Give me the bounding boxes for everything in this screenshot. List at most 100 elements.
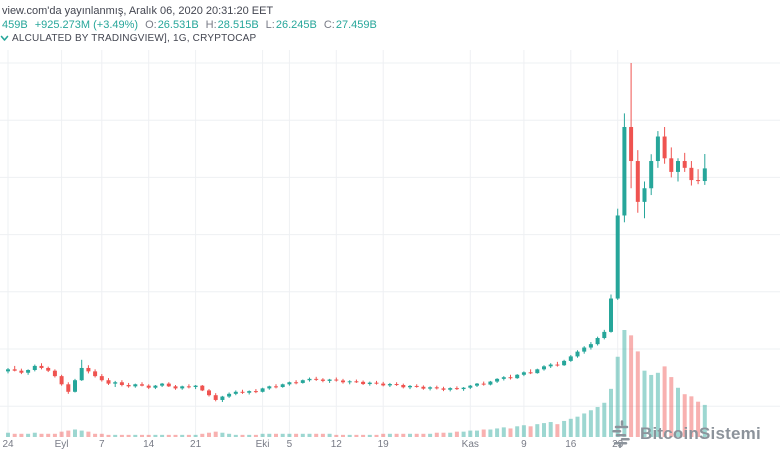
legend-change: +925.273M (+3.49%) <box>34 19 139 31</box>
candle-body <box>421 386 426 389</box>
volume-bar <box>267 433 272 437</box>
volume-bar <box>113 434 118 437</box>
volume-bar <box>320 433 325 437</box>
volume-bar <box>314 433 319 437</box>
volume-bar <box>133 434 138 437</box>
candle-body <box>655 136 660 162</box>
volume-bar <box>52 433 57 437</box>
volume-bar <box>649 374 654 437</box>
volume-bar <box>414 433 419 437</box>
volume-bar <box>702 404 707 437</box>
candle-body <box>609 298 613 332</box>
volume-bar <box>361 434 366 437</box>
volume-bar <box>609 388 613 437</box>
candle-body <box>622 126 627 216</box>
volume-bar <box>274 433 278 437</box>
candle-body <box>274 386 278 388</box>
candle-body <box>615 215 620 299</box>
legend-low: L: 26.245B <box>265 19 317 31</box>
volume-bar <box>140 434 144 437</box>
volume-bar <box>401 433 406 437</box>
candle-body <box>26 370 31 373</box>
volume-bar <box>488 429 493 437</box>
candle-body <box>568 356 573 361</box>
bitcoinsistemi-logo-icon <box>612 420 630 448</box>
chevron-down-icon[interactable] <box>0 34 9 43</box>
volume-bar <box>367 434 372 437</box>
volume-bar <box>682 394 687 437</box>
volume-bar <box>354 434 359 437</box>
candle-body <box>689 167 694 181</box>
candle-body <box>86 367 91 372</box>
x-axis-label: 19 <box>378 439 390 450</box>
volume-bar <box>441 432 446 437</box>
volume-bar <box>294 433 299 437</box>
volume-bar <box>341 434 345 437</box>
volume-bar <box>515 426 520 437</box>
volume-bar <box>662 366 667 437</box>
candle-body <box>113 382 118 384</box>
volume-bar <box>220 432 225 437</box>
volume-bar <box>568 418 573 437</box>
x-axis-label: Eki <box>256 439 270 450</box>
legend-high: H: 28.515B <box>205 19 259 31</box>
volume-bar <box>521 425 526 437</box>
volume-bar <box>495 428 500 437</box>
candle-body <box>233 391 238 394</box>
volume-bar <box>588 410 593 437</box>
volume-bar <box>669 377 674 437</box>
x-axis-label: 5 <box>287 439 293 450</box>
candle-body <box>12 369 17 371</box>
volume-bar <box>481 429 486 437</box>
volume-bar <box>247 434 252 437</box>
candle-body <box>186 386 191 388</box>
x-axis-label: 23 <box>612 439 624 450</box>
volume-bar <box>575 416 580 437</box>
candle-body <box>52 370 57 377</box>
volume-bar <box>106 434 111 437</box>
candle-body <box>341 380 345 383</box>
volume-bar <box>615 356 620 437</box>
candle-body <box>381 383 386 386</box>
volume-bar <box>93 433 98 437</box>
candle-body <box>166 383 171 387</box>
x-axis-label: 24 <box>2 439 14 450</box>
candle-body <box>495 378 500 382</box>
volume-bar <box>374 434 379 437</box>
volume-bar <box>508 428 513 437</box>
candle-body <box>501 377 506 379</box>
volume-bar <box>555 424 560 437</box>
volume-bar <box>126 434 131 437</box>
volume-bar <box>548 422 553 437</box>
candle-body <box>428 387 433 389</box>
volume-bar <box>66 430 71 437</box>
watermark-text: BitcoinSistemi <box>640 424 761 443</box>
watermark: BitcoinSistemi <box>608 420 761 448</box>
volume-bar <box>629 335 634 437</box>
volume-bar <box>454 431 459 437</box>
candle-body <box>247 391 252 393</box>
x-axis-label: 16 <box>565 439 577 450</box>
candle-body <box>642 188 647 202</box>
volume-bar <box>334 434 339 437</box>
volume-bar <box>26 433 31 437</box>
candle-body <box>200 385 205 391</box>
symbol-text: ALCULATED BY TRADINGVIEW], 1G, CRYPTOCAP <box>12 33 257 44</box>
candle-body <box>521 372 526 375</box>
volume-bar <box>602 402 607 437</box>
volume-bar <box>394 433 399 437</box>
volume-bar <box>73 429 77 437</box>
volume-bar <box>387 433 392 437</box>
candle-body <box>133 384 138 387</box>
volume-bar <box>642 370 647 437</box>
volume-bar <box>300 433 305 437</box>
candle-body <box>515 374 520 379</box>
x-axis-label: 14 <box>143 439 155 450</box>
volume-bar <box>119 434 124 437</box>
volume-bar <box>59 431 64 437</box>
volume-bar <box>227 433 232 437</box>
x-axis-label: 9 <box>521 439 527 450</box>
candle-body <box>79 367 84 381</box>
candle-body <box>173 386 178 389</box>
